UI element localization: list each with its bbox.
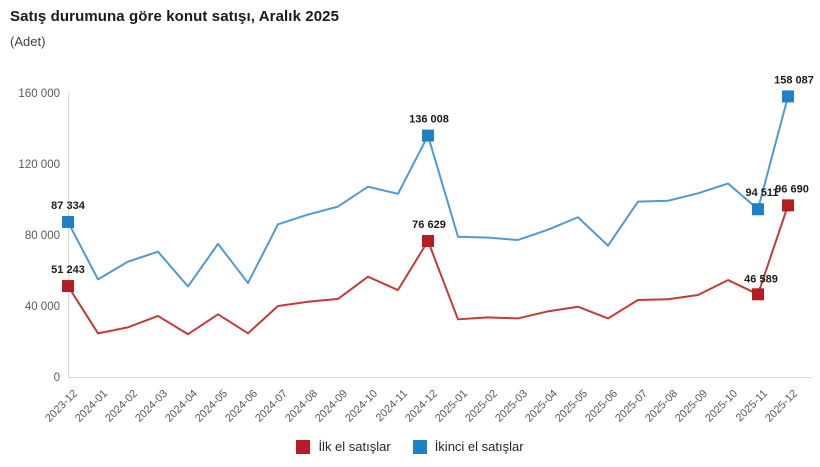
x-axis-tick-label: 2025-04 (523, 388, 560, 425)
x-axis-tick-label: 2024-02 (103, 388, 140, 425)
ilk-el-marker (62, 280, 74, 293)
x-axis-tick-label: 2024-04 (163, 388, 200, 425)
ilk-el-data-label: 96 690 (775, 183, 809, 195)
y-axis-tick-label: 40 000 (25, 301, 60, 313)
ilk-el-data-label: 76 629 (412, 219, 446, 231)
ikinci-el-data-label: 158 087 (774, 74, 814, 86)
x-axis-tick-label: 2024-12 (403, 388, 440, 425)
x-axis-tick-label: 2024-01 (73, 388, 110, 425)
x-axis-tick-label: 2025-10 (703, 388, 740, 425)
legend-label-ikinci-el: İkinci el satışlar (434, 439, 524, 454)
ikinci-el-marker (422, 129, 434, 142)
x-axis-tick-label: 2025-07 (613, 388, 650, 425)
x-axis-tick-label: 2023-12 (43, 388, 80, 425)
x-axis-tick-label: 2025-03 (493, 388, 530, 425)
x-axis-tick-label: 2025-09 (673, 388, 710, 425)
chart-unit-label: (Adet) (10, 34, 46, 49)
x-axis-tick-label: 2025-05 (553, 388, 590, 425)
ilk-el-marker (422, 234, 434, 247)
x-axis-tick-label: 2024-09 (313, 388, 350, 425)
y-axis-tick-label: 0 (54, 372, 60, 384)
ilk-el-marker (782, 199, 794, 212)
ikinci-el-data-label: 94 511 (745, 187, 778, 199)
ilk-el-marker (752, 288, 764, 301)
x-axis-tick-label: 2024-08 (283, 388, 320, 425)
legend-swatch-ilk-el-icon (296, 439, 311, 454)
x-axis-tick-label: 2024-05 (193, 388, 230, 425)
ikinci-el-marker (62, 215, 74, 228)
legend-swatch-ikinci-el-icon (412, 439, 427, 454)
x-axis-tick-label: 2025-12 (763, 388, 800, 425)
y-axis-tick-label: 160 000 (18, 88, 60, 100)
legend: İlk el satışlar İkinci el satışlar (0, 439, 820, 454)
ikinci-el-marker (752, 203, 764, 216)
ilk-el-data-label: 46 589 (744, 273, 778, 285)
legend-label-ilk-el: İlk el satışlar (318, 439, 391, 454)
y-axis-tick-label: 80 000 (25, 230, 60, 242)
x-axis-tick-label: 2025-06 (583, 388, 620, 425)
ilk-el-data-label: 51 243 (51, 264, 85, 276)
ikinci-el-data-label: 87 334 (51, 200, 86, 212)
x-axis-tick-label: 2024-06 (223, 388, 260, 425)
y-axis-tick-label: 120 000 (18, 159, 60, 171)
x-axis-tick-label: 2024-07 (253, 388, 290, 425)
chart-title: Satış durumuna göre konut satışı, Aralık… (10, 8, 340, 25)
legend-item-ilk-el: İlk el satışlar (296, 439, 391, 454)
legend-item-ikinci-el: İkinci el satışlar (412, 439, 524, 454)
x-axis-tick-label: 2024-03 (133, 388, 170, 425)
ikinci-el-data-label: 136 008 (409, 114, 449, 126)
x-axis-tick-label: 2024-10 (343, 388, 380, 425)
x-axis-tick-label: 2025-01 (433, 388, 470, 425)
x-axis-tick-label: 2025-02 (463, 388, 500, 425)
ikinci-el-marker (782, 90, 794, 103)
x-axis-tick-label: 2025-08 (643, 388, 680, 425)
